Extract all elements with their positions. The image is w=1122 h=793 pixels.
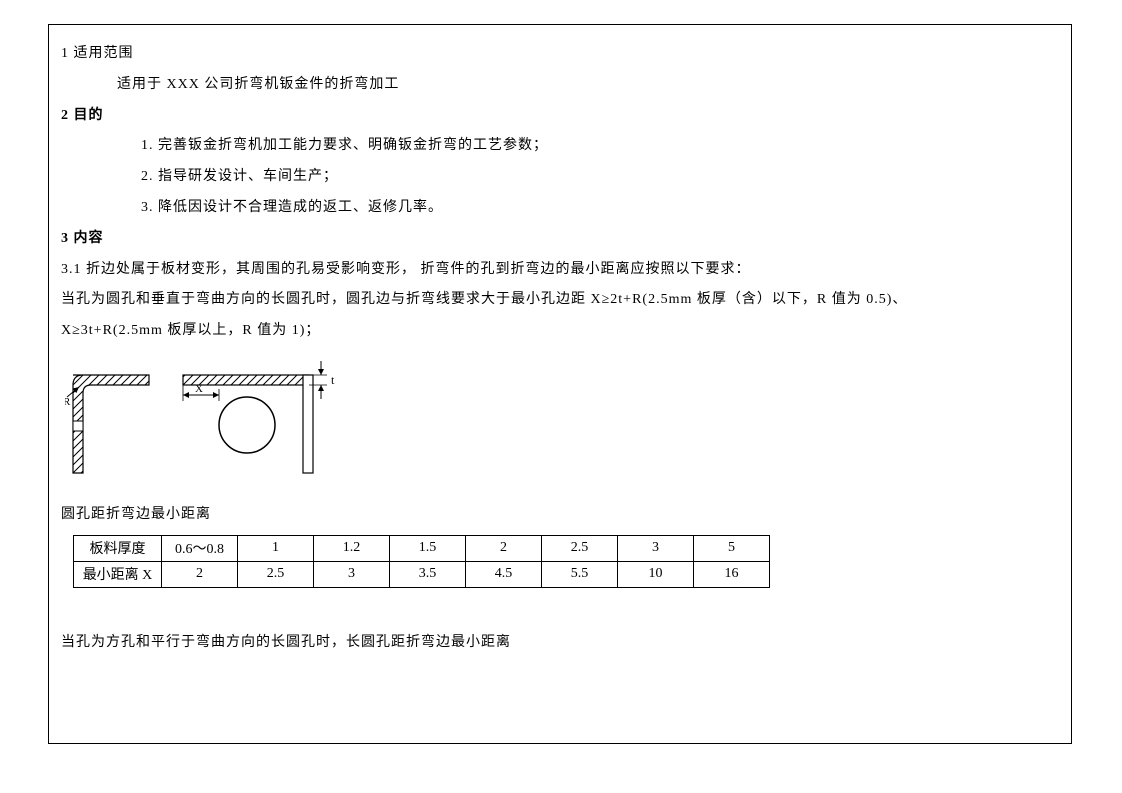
section1-body: 适用于 XXX 公司折弯机钣金件的折弯加工 [61, 70, 1059, 101]
min-distance-table: 板料厚度 0.6～0.8 1 1.2 1.5 2 2.5 3 5 最小距离 X … [73, 535, 770, 588]
diagram-label-t: t [331, 373, 335, 387]
row-header: 最小距离 X [74, 561, 162, 587]
table-row: 板料厚度 0.6～0.8 1 1.2 1.5 2 2.5 3 5 [74, 535, 770, 561]
section2-item: 1. 完善钣金折弯机加工能力要求、明确钣金折弯的工艺参数； [61, 131, 1059, 162]
cell: 2.5 [238, 561, 314, 587]
cell: 3 [618, 535, 694, 561]
row-header: 板料厚度 [74, 535, 162, 561]
table-row: 最小距离 X 2 2.5 3 3.5 4.5 5.5 10 16 [74, 561, 770, 587]
page-frame: 1 适用范围 适用于 XXX 公司折弯机钣金件的折弯加工 2 目的 1. 完善钣… [48, 24, 1072, 744]
footer-line: 当孔为方孔和平行于弯曲方向的长圆孔时，长圆孔距折弯边最小距离 [61, 628, 1059, 659]
section2-heading: 2 目的 [61, 101, 1059, 132]
cell: 5 [694, 535, 770, 561]
diagram-label-r: R [65, 396, 71, 408]
section3-p31: 3.1 折边处属于板材变形，其周围的孔易受影响变形， 折弯件的孔到折弯边的最小距… [61, 255, 1059, 286]
cell: 1 [238, 535, 314, 561]
cell: 2 [162, 561, 238, 587]
cell: 10 [618, 561, 694, 587]
cell: 1.2 [314, 535, 390, 561]
section1-heading: 1 适用范围 [61, 39, 1059, 70]
diagram-label-x: X [195, 383, 203, 395]
cell: 1.5 [390, 535, 466, 561]
cell: 2 [466, 535, 542, 561]
bend-diagram: R X t [65, 357, 1059, 492]
cell: 4.5 [466, 561, 542, 587]
section3-heading: 3 内容 [61, 224, 1059, 255]
cell: 16 [694, 561, 770, 587]
cell: 3.5 [390, 561, 466, 587]
section3-p33: X≥3t+R(2.5mm 板厚以上，R 值为 1)； [61, 316, 1059, 347]
section2-item: 2. 指导研发设计、车间生产； [61, 162, 1059, 193]
table-caption: 圆孔距折弯边最小距离 [61, 500, 1059, 531]
cell: 2.5 [542, 535, 618, 561]
cell: 3 [314, 561, 390, 587]
section2-item: 3. 降低因设计不合理造成的返工、返修几率。 [61, 193, 1059, 224]
cell: 0.6～0.8 [162, 535, 238, 561]
cell: 5.5 [542, 561, 618, 587]
section3-p32: 当孔为圆孔和垂直于弯曲方向的长圆孔时，圆孔边与折弯线要求大于最小孔边距 X≥2t… [61, 285, 1059, 316]
